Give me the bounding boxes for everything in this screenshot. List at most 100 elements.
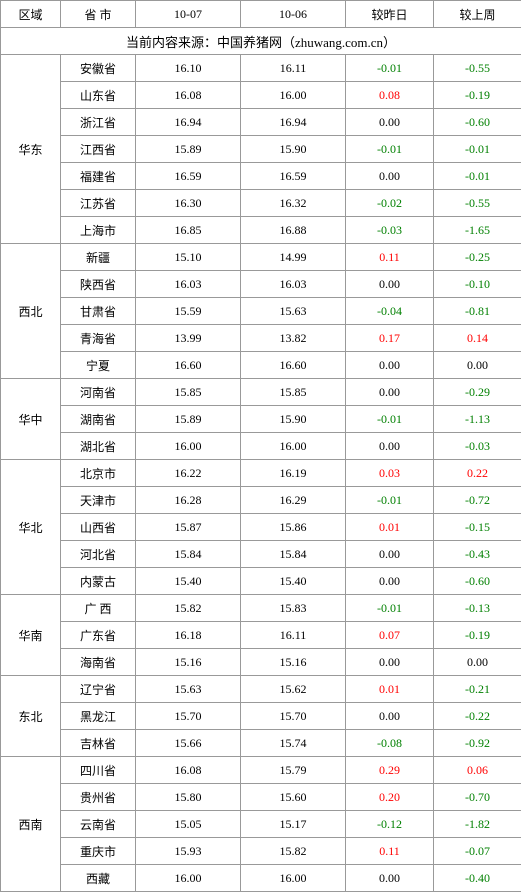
- delta-week: 0.14: [434, 325, 521, 352]
- table-row: 西藏16.0016.000.00-0.40: [1, 865, 521, 892]
- table-row: 海南省15.1615.160.000.00: [1, 649, 521, 676]
- value-d06: 14.99: [241, 244, 346, 271]
- header-row: 区域 省 市 10-07 10-06 较昨日 较上周: [1, 1, 521, 28]
- delta-day: 0.00: [346, 271, 434, 298]
- region-cell: 西南: [1, 757, 61, 892]
- delta-week: -0.55: [434, 55, 521, 82]
- table-row: 宁夏16.6016.600.000.00: [1, 352, 521, 379]
- value-d06: 15.70: [241, 703, 346, 730]
- province-cell: 浙江省: [61, 109, 136, 136]
- province-cell: 辽宁省: [61, 676, 136, 703]
- province-cell: 广 西: [61, 595, 136, 622]
- delta-day: 0.00: [346, 352, 434, 379]
- province-cell: 西藏: [61, 865, 136, 892]
- delta-day: 0.00: [346, 433, 434, 460]
- value-d06: 13.82: [241, 325, 346, 352]
- table-row: 华北北京市16.2216.190.030.22: [1, 460, 521, 487]
- delta-week: -0.81: [434, 298, 521, 325]
- delta-week: -1.65: [434, 217, 521, 244]
- value-d06: 15.83: [241, 595, 346, 622]
- price-table: 区域 省 市 10-07 10-06 较昨日 较上周 当前内容来源：中国养猪网（…: [0, 0, 521, 892]
- province-cell: 海南省: [61, 649, 136, 676]
- value-d06: 15.84: [241, 541, 346, 568]
- delta-week: -0.19: [434, 82, 521, 109]
- table-row: 青海省13.9913.820.170.14: [1, 325, 521, 352]
- table-row: 西南四川省16.0815.790.290.06: [1, 757, 521, 784]
- table-row: 浙江省16.9416.940.00-0.60: [1, 109, 521, 136]
- table-row: 华东安徽省16.1016.11-0.01-0.55: [1, 55, 521, 82]
- value-d07: 13.99: [136, 325, 241, 352]
- delta-day: 0.01: [346, 676, 434, 703]
- delta-day: 0.01: [346, 514, 434, 541]
- province-cell: 河北省: [61, 541, 136, 568]
- value-d06: 16.29: [241, 487, 346, 514]
- value-d07: 16.08: [136, 757, 241, 784]
- province-cell: 青海省: [61, 325, 136, 352]
- value-d07: 15.89: [136, 406, 241, 433]
- value-d07: 15.16: [136, 649, 241, 676]
- delta-week: -0.55: [434, 190, 521, 217]
- province-cell: 北京市: [61, 460, 136, 487]
- delta-day: 0.00: [346, 703, 434, 730]
- value-d07: 16.22: [136, 460, 241, 487]
- value-d07: 16.18: [136, 622, 241, 649]
- delta-week: -0.22: [434, 703, 521, 730]
- province-cell: 湖南省: [61, 406, 136, 433]
- delta-day: 0.20: [346, 784, 434, 811]
- delta-week: -0.72: [434, 487, 521, 514]
- delta-day: 0.00: [346, 649, 434, 676]
- value-d06: 15.40: [241, 568, 346, 595]
- table-row: 福建省16.5916.590.00-0.01: [1, 163, 521, 190]
- source-text: 当前内容来源：中国养猪网（zhuwang.com.cn）: [1, 28, 521, 55]
- delta-week: -0.15: [434, 514, 521, 541]
- table-row: 黑龙江15.7015.700.00-0.22: [1, 703, 521, 730]
- region-cell: 西北: [1, 244, 61, 379]
- province-cell: 山西省: [61, 514, 136, 541]
- delta-week: -0.01: [434, 163, 521, 190]
- delta-day: -0.03: [346, 217, 434, 244]
- delta-week: -0.03: [434, 433, 521, 460]
- col-week-change: 较上周: [434, 1, 521, 28]
- value-d07: 15.59: [136, 298, 241, 325]
- value-d06: 15.74: [241, 730, 346, 757]
- col-region: 区域: [1, 1, 61, 28]
- delta-week: 0.22: [434, 460, 521, 487]
- table-row: 云南省15.0515.17-0.12-1.82: [1, 811, 521, 838]
- value-d06: 15.79: [241, 757, 346, 784]
- delta-day: 0.00: [346, 568, 434, 595]
- province-cell: 贵州省: [61, 784, 136, 811]
- delta-week: -0.60: [434, 109, 521, 136]
- value-d07: 15.85: [136, 379, 241, 406]
- delta-day: -0.02: [346, 190, 434, 217]
- value-d06: 16.19: [241, 460, 346, 487]
- region-cell: 华南: [1, 595, 61, 676]
- table-row: 东北辽宁省15.6315.620.01-0.21: [1, 676, 521, 703]
- table-row: 江苏省16.3016.32-0.02-0.55: [1, 190, 521, 217]
- value-d07: 15.80: [136, 784, 241, 811]
- delta-day: -0.08: [346, 730, 434, 757]
- delta-week: -0.29: [434, 379, 521, 406]
- province-cell: 吉林省: [61, 730, 136, 757]
- delta-week: -0.40: [434, 865, 521, 892]
- delta-day: 0.00: [346, 541, 434, 568]
- delta-day: 0.29: [346, 757, 434, 784]
- province-cell: 重庆市: [61, 838, 136, 865]
- region-cell: 华中: [1, 379, 61, 460]
- delta-day: 0.03: [346, 460, 434, 487]
- value-d06: 16.94: [241, 109, 346, 136]
- delta-week: -1.82: [434, 811, 521, 838]
- province-cell: 黑龙江: [61, 703, 136, 730]
- delta-day: -0.01: [346, 406, 434, 433]
- table-row: 河北省15.8415.840.00-0.43: [1, 541, 521, 568]
- table-row: 内蒙古15.4015.400.00-0.60: [1, 568, 521, 595]
- value-d07: 16.60: [136, 352, 241, 379]
- delta-day: 0.11: [346, 244, 434, 271]
- table-row: 西北新疆15.1014.990.11-0.25: [1, 244, 521, 271]
- province-cell: 内蒙古: [61, 568, 136, 595]
- table-row: 陕西省16.0316.030.00-0.10: [1, 271, 521, 298]
- value-d07: 15.82: [136, 595, 241, 622]
- value-d07: 15.84: [136, 541, 241, 568]
- source-row: 当前内容来源：中国养猪网（zhuwang.com.cn）: [1, 28, 521, 55]
- delta-week: 0.00: [434, 352, 521, 379]
- delta-week: -0.10: [434, 271, 521, 298]
